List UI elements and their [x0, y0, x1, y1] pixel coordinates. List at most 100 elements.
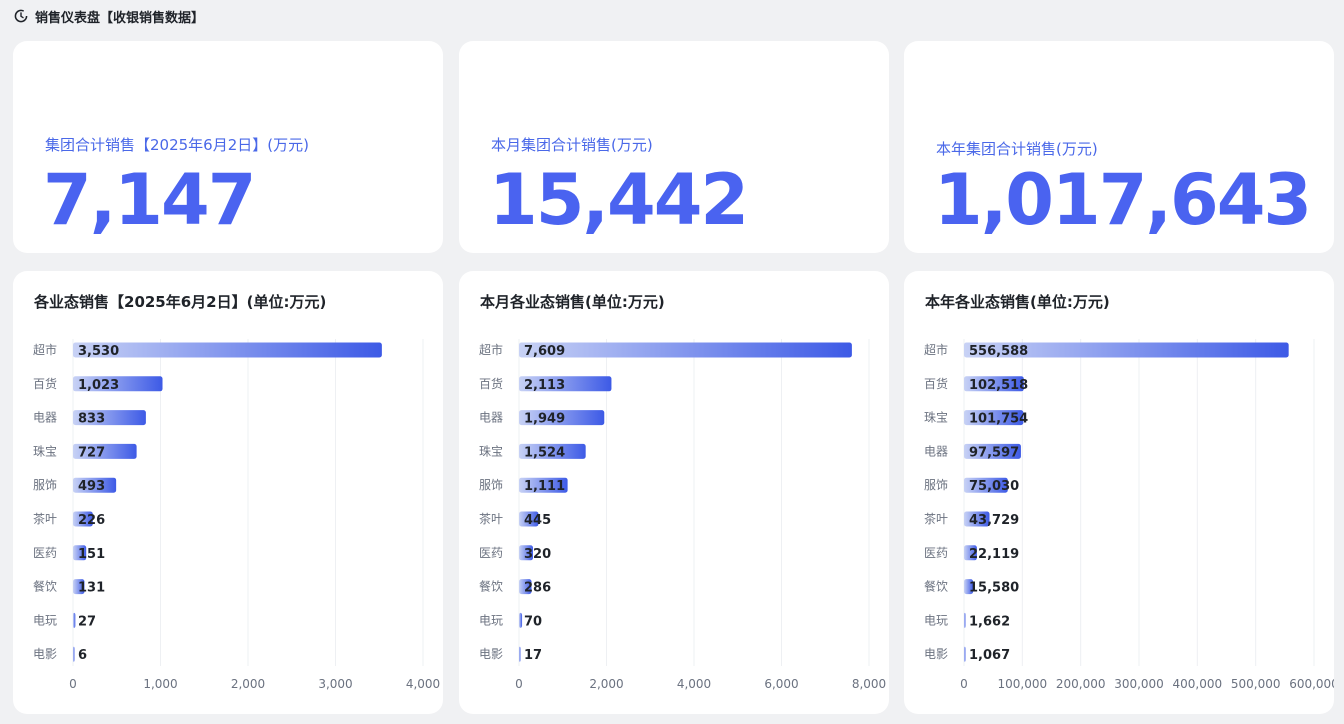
value-label: 6: [78, 648, 87, 663]
category-label: 服饰: [479, 478, 503, 492]
clock-refresh-icon[interactable]: [13, 8, 29, 24]
bar-餐饮[interactable]: [519, 579, 532, 595]
value-label: 2,113: [524, 378, 565, 393]
bar-电影[interactable]: [73, 646, 75, 662]
bar-电玩[interactable]: [964, 612, 966, 628]
value-label: 1,949: [524, 412, 565, 427]
kpi-card-monthly: 本月集团合计销售(万元) 15,442: [459, 41, 889, 253]
category-label: 电器: [479, 411, 503, 425]
category-label: 服饰: [33, 478, 57, 492]
bar-电器[interactable]: [73, 410, 146, 426]
bar-电器[interactable]: [964, 443, 1021, 459]
category-label: 电影: [479, 647, 503, 661]
x-tick-label: 1,000: [143, 677, 177, 691]
category-label: 珠宝: [924, 411, 948, 425]
category-label: 珠宝: [33, 444, 57, 458]
category-label: 茶叶: [924, 511, 948, 526]
bar-chart-monthly: 0 2,000 4,000 6,000 8,000 超市 7,609 百货 2,113 电器 1,9…: [479, 339, 886, 691]
bar-茶叶[interactable]: [519, 511, 539, 527]
bar-超市[interactable]: [964, 342, 1289, 358]
value-label: 556,588: [969, 344, 1028, 359]
kpi-value: 7,147: [43, 159, 256, 241]
value-label: 1,023: [78, 378, 119, 393]
category-label: 服饰: [924, 478, 948, 492]
value-label: 7,609: [524, 344, 565, 359]
value-label: 97,597: [969, 445, 1019, 460]
value-label: 27: [78, 614, 96, 629]
value-label: 43,729: [969, 513, 1019, 528]
bar-超市[interactable]: [73, 342, 382, 358]
bar-电玩[interactable]: [519, 612, 523, 628]
bar-医药[interactable]: [964, 545, 977, 561]
category-label: 电玩: [33, 613, 57, 627]
chart-title: 本年各业态销售(单位:万元): [925, 293, 1110, 311]
bar-百货[interactable]: [73, 376, 163, 392]
page-title: 销售仪表盘【收银销售数据】: [35, 10, 205, 26]
value-label: 286: [524, 581, 551, 596]
category-label: 百货: [33, 376, 57, 391]
value-label: 727: [78, 445, 105, 460]
category-label: 电影: [33, 647, 57, 661]
x-tick-label: 300,000: [1114, 677, 1164, 691]
bar-餐饮[interactable]: [964, 579, 974, 595]
value-label: 101,754: [969, 412, 1028, 427]
value-label: 1,111: [524, 479, 565, 494]
kpi-card-daily: 集团合计销售【2025年6月2日】(万元) 7,147: [13, 41, 443, 253]
kpi-label: 本月集团合计销售(万元): [491, 136, 653, 154]
bar-电影[interactable]: [519, 646, 521, 662]
bar-百货[interactable]: [519, 376, 612, 392]
x-tick-label: 600,000: [1289, 677, 1334, 691]
value-label: 1,067: [969, 648, 1010, 663]
bar-服饰[interactable]: [964, 477, 1008, 493]
bar-服饰[interactable]: [519, 477, 568, 493]
value-label: 493: [78, 479, 105, 494]
bar-餐饮[interactable]: [73, 579, 85, 595]
category-label: 百货: [479, 376, 503, 391]
chart-card-daily: 各业态销售【2025年6月2日】(单位:万元) 0 1,000 2,000 3,000…: [13, 271, 443, 714]
value-label: 833: [78, 412, 105, 427]
value-label: 15,580: [969, 581, 1019, 596]
bar-chart-daily: 0 1,000 2,000 3,000 4,000 超市 3,530 百货 1,023 电器 833…: [33, 339, 440, 691]
kpi-label: 本年集团合计销售(万元): [936, 140, 1098, 158]
bar-百货[interactable]: [964, 376, 1024, 392]
x-tick-label: 500,000: [1231, 677, 1281, 691]
bar-chart-yearly: 0 100,000 200,000 300,000 400,000 500,000 600,…: [924, 339, 1334, 691]
category-label: 餐饮: [924, 579, 948, 594]
kpi-label: 集团合计销售【2025年6月2日】(万元): [45, 136, 309, 154]
category-label: 茶叶: [33, 511, 57, 526]
bar-电影[interactable]: [964, 646, 966, 662]
bar-茶叶[interactable]: [73, 511, 93, 527]
bar-医药[interactable]: [519, 545, 533, 561]
bar-服饰[interactable]: [73, 477, 117, 493]
bar-茶叶[interactable]: [964, 511, 990, 527]
value-label: 3,530: [78, 344, 119, 359]
bar-电器[interactable]: [519, 410, 605, 426]
chart-card-yearly: 本年各业态销售(单位:万元) 0 100,000 200,000 300,000 400…: [904, 271, 1334, 714]
bar-珠宝[interactable]: [73, 443, 137, 459]
category-label: 电影: [924, 647, 948, 661]
bar-珠宝[interactable]: [964, 410, 1024, 426]
bar-珠宝[interactable]: [519, 443, 586, 459]
value-label: 75,030: [969, 479, 1019, 494]
x-tick-label: 0: [960, 677, 968, 691]
kpi-value: 1,017,643: [934, 159, 1312, 241]
bar-电玩[interactable]: [73, 612, 76, 628]
x-tick-label: 6,000: [764, 677, 798, 691]
x-tick-label: 2,000: [231, 677, 265, 691]
value-label: 445: [524, 513, 551, 528]
value-label: 22,119: [969, 547, 1019, 562]
bar-医药[interactable]: [73, 545, 87, 561]
bar-超市[interactable]: [519, 342, 852, 358]
value-label: 320: [524, 547, 551, 562]
x-tick-label: 4,000: [406, 677, 440, 691]
value-label: 151: [78, 547, 105, 562]
category-label: 超市: [479, 342, 503, 357]
category-label: 茶叶: [479, 511, 503, 526]
kpi-value: 15,442: [489, 159, 749, 241]
x-tick-label: 0: [515, 677, 523, 691]
value-label: 1,662: [969, 614, 1010, 629]
x-tick-label: 8,000: [852, 677, 886, 691]
value-label: 226: [78, 513, 105, 528]
x-tick-label: 100,000: [998, 677, 1048, 691]
value-label: 17: [524, 648, 542, 663]
